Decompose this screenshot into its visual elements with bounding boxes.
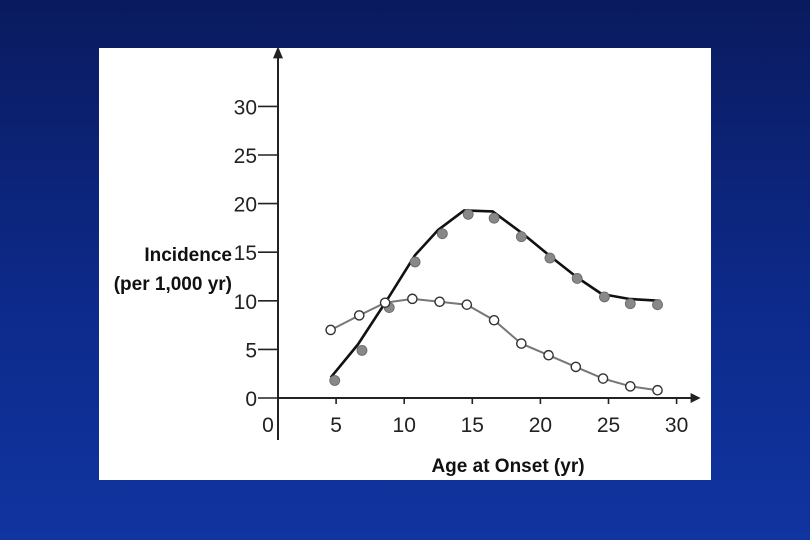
filled-series-fit-line [329,209,661,379]
x-tick-label: 5 [330,414,342,437]
y-tick-label: 15 [234,242,257,265]
filled-series-point [624,298,636,310]
filled-series-point [599,291,610,303]
y-tick-label: 0 [245,388,257,411]
y-tick-label: 5 [245,339,257,362]
plot-area: 0 5 10 15 20 25 30 0 5 10 15 20 25 30 [234,48,701,440]
open-series-point [488,314,500,326]
filled-series-point [356,344,368,356]
x-tick-label: 30 [665,414,688,437]
open-series-point [570,361,582,373]
filled-series-point [409,256,421,268]
y-axis-arrow [273,48,283,59]
y-tick-label: 30 [234,96,257,119]
open-series-point [597,373,609,384]
open-series-point [652,384,663,396]
open-series-point [543,349,554,361]
y-tick-label: 20 [234,194,257,217]
open-series-point [379,297,391,309]
open-series-point [434,296,445,308]
filled-series-point [462,208,474,220]
chart-panel: Incidence (per 1,000 yr) Age at Onset (y… [99,48,711,480]
open-series-point [516,338,527,349]
y-axis-title: Incidence [144,245,232,266]
open-series-point [325,324,336,336]
filled-series-point [515,231,527,243]
x-tick-label: 20 [529,414,552,437]
open-series-point [624,381,636,392]
open-series-point [353,310,365,321]
x-axis-title: Age at Onset (yr) [431,456,584,477]
y-tick-label: 10 [234,291,257,314]
filled-series-point [329,375,341,386]
y-tick-label: 25 [234,145,257,168]
x-tick-label: 25 [597,414,620,437]
y-axis-subtitle: (per 1,000 yr) [114,274,232,295]
filled-series-point [652,299,663,311]
filled-series-point [488,212,500,224]
open-series-point [407,293,418,305]
filled-series-point [436,228,448,240]
x-tick-label: 10 [393,414,416,437]
filled-series-point [571,273,583,284]
filled-series-point [544,252,556,264]
x-tick-label: 15 [461,414,484,437]
x-axis-arrow [690,393,701,403]
open-series-point [461,299,473,310]
x-tick-label: 0 [262,414,274,437]
incidence-chart: Incidence (per 1,000 yr) Age at Onset (y… [114,48,701,477]
